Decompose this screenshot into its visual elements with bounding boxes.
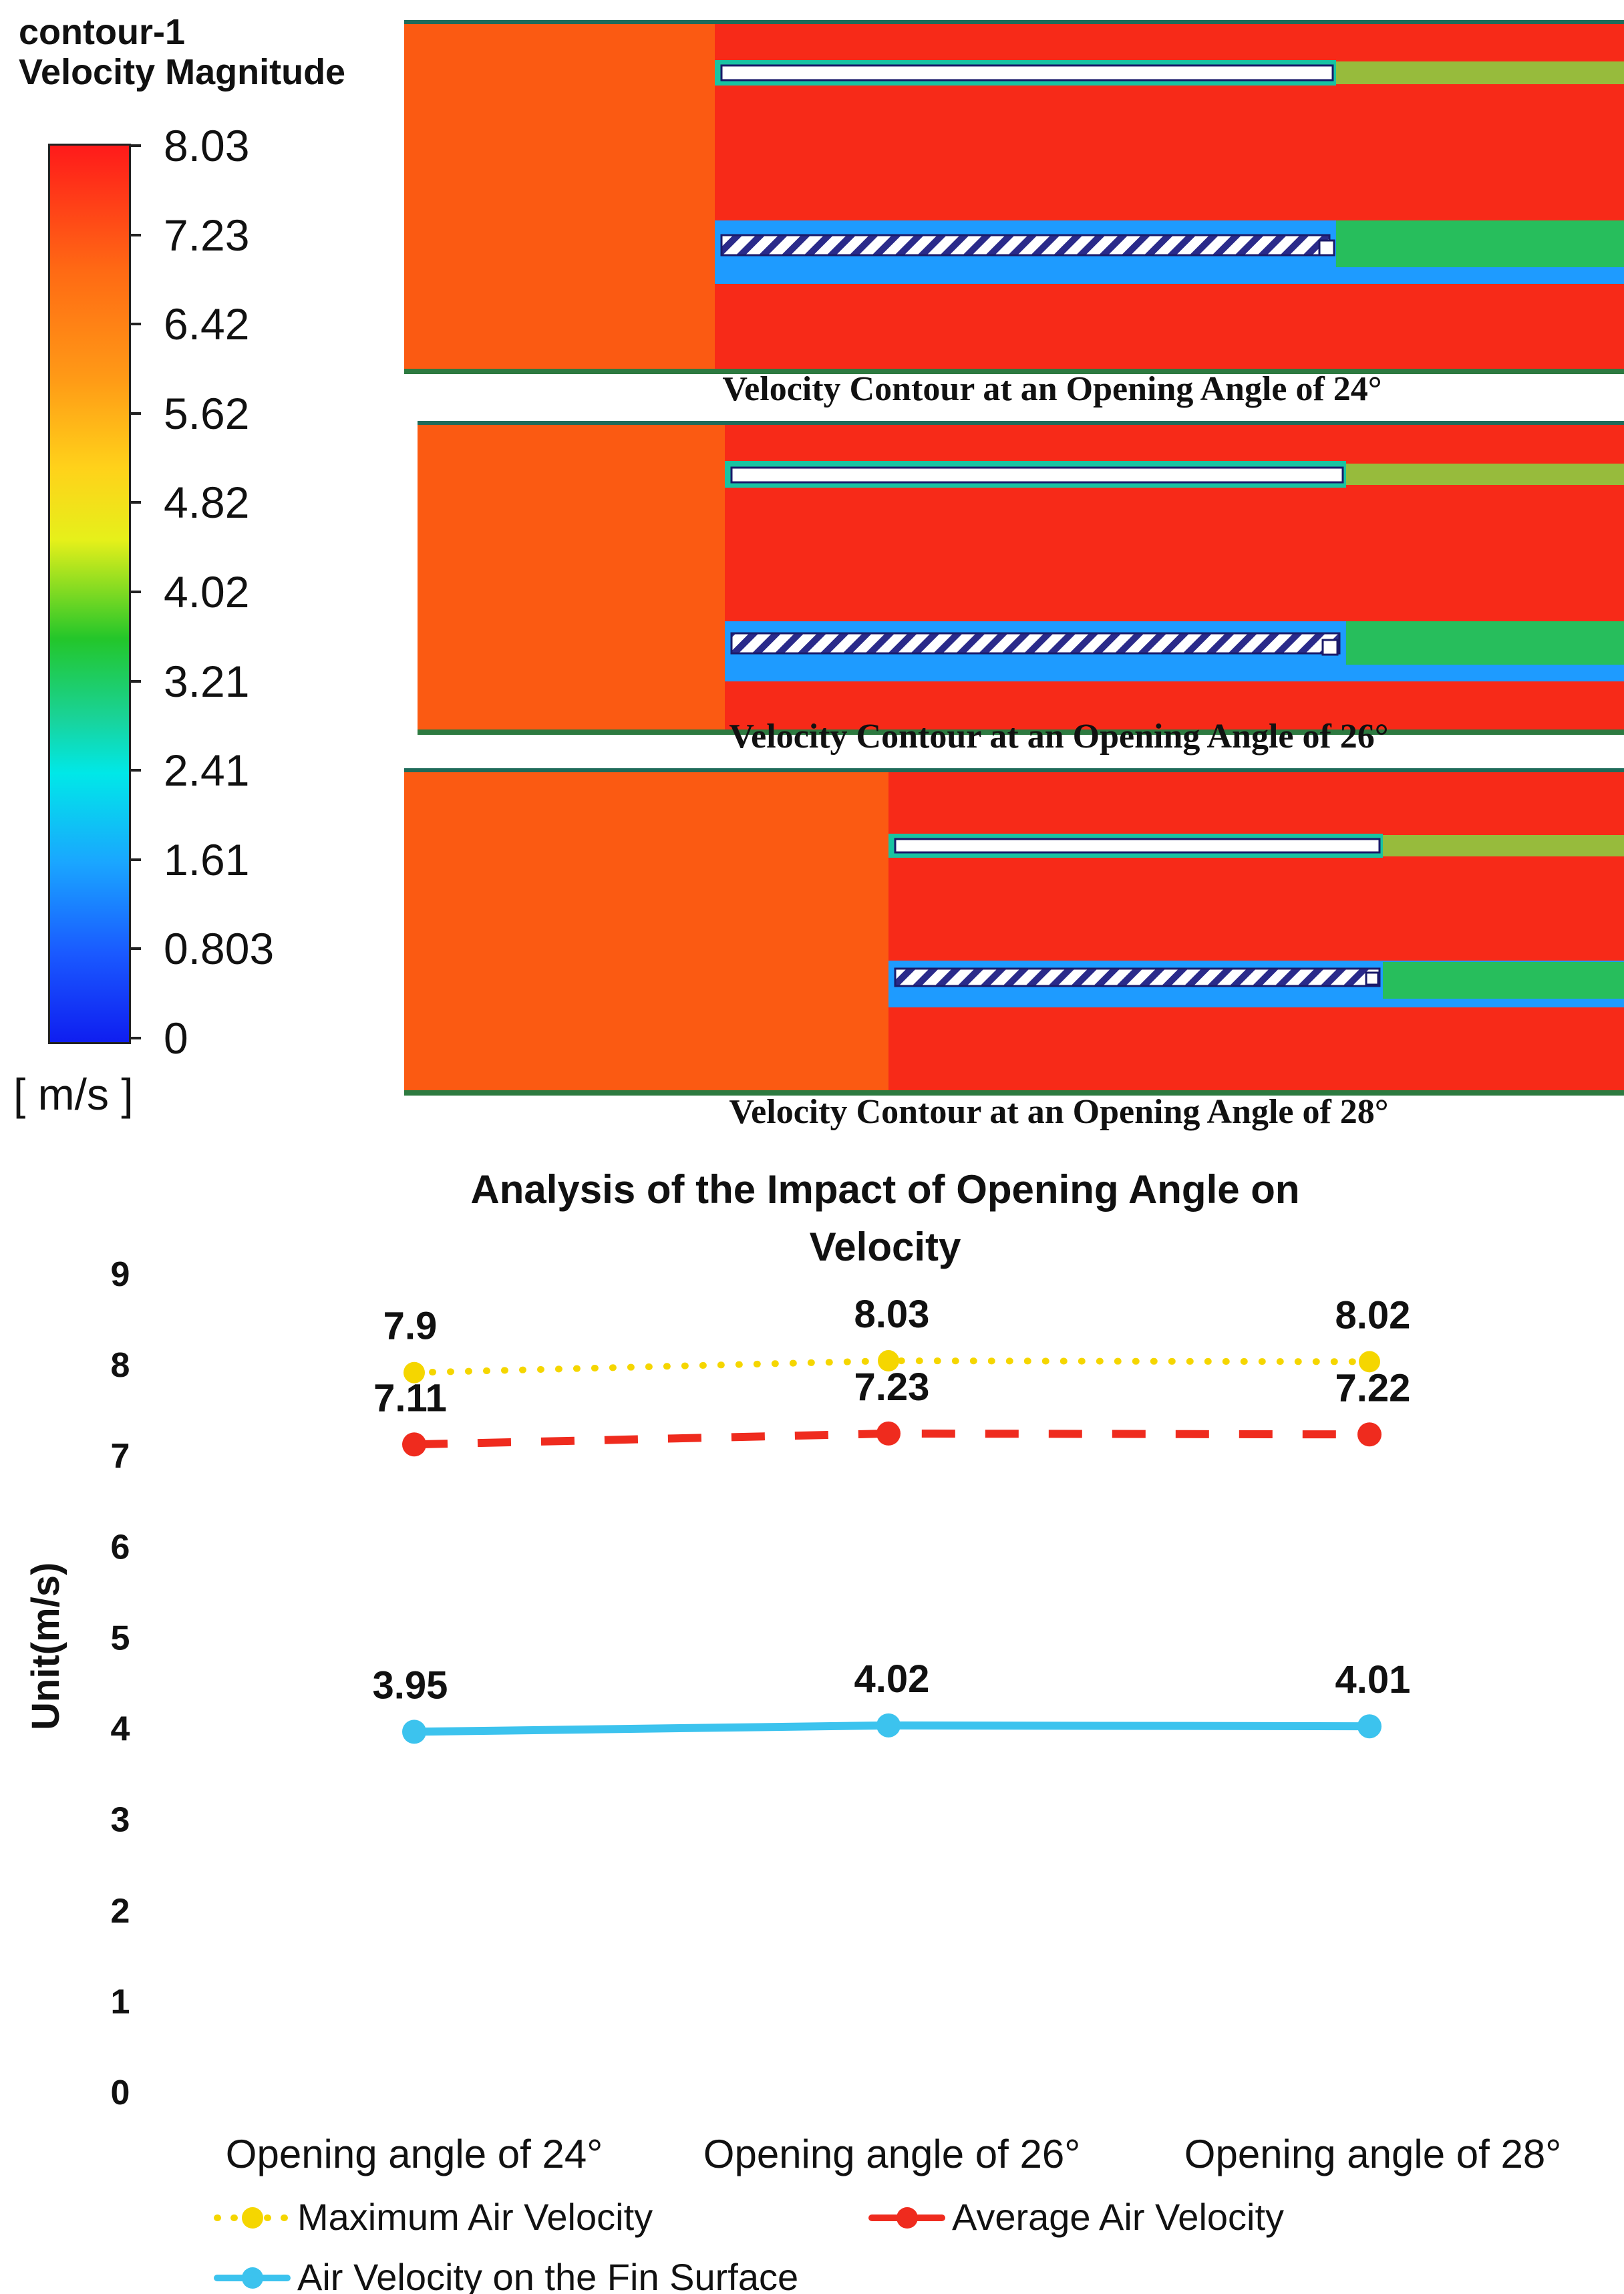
data-point [1357,1422,1382,1447]
y-tick-label: 6 [111,1528,130,1567]
colorbar-tick-label: 6.42 [164,299,250,349]
colorbar-tick-mark [129,769,141,772]
legend-swatch-marker [242,2207,263,2229]
series-line [411,1357,1373,1376]
colorbar-tick-mark [129,947,141,951]
colorbar-tick-mark [129,412,141,415]
colorbar [48,144,131,1044]
data-point [878,1350,899,1372]
x-tick-label: Opening angle of 26° [703,2132,1080,2176]
y-tick-label: 9 [111,1255,130,1294]
data-point [876,1421,901,1446]
data-point [1359,1351,1380,1373]
y-tick-label: 8 [111,1346,130,1385]
colorbar-tick-mark [129,858,141,861]
colorbar-title-line2: Velocity Magnitude [19,52,346,92]
y-tick-label: 2 [111,1892,130,1931]
contour-panel-24 [404,20,1624,374]
x-tick-label: Opening angle of 24° [226,2132,603,2176]
colorbar-tick-mark [129,591,141,593]
legend-label: Average Air Velocity [952,2196,1284,2238]
colorbar-title-line1: contour-1 [19,12,185,52]
y-tick-label: 7 [111,1437,130,1476]
contour-panel-28 [404,768,1624,1096]
data-point [402,1432,426,1457]
colorbar-tick-label: 0.803 [164,924,275,974]
data-label: 7.11 [373,1376,447,1420]
data-point [403,1361,425,1383]
colorbar-tick-label: 5.62 [164,388,250,438]
colorbar-tick-label: 4.82 [164,478,250,528]
data-label: 3.95 [373,1663,448,1707]
colorbar-tick-label: 8.03 [164,121,250,170]
legend-swatch-marker [897,2207,918,2229]
colorbar-tick-label: 1.61 [164,834,250,884]
chart-title: Analysis of the Impact of Opening Angle … [401,1161,1369,1276]
data-label: 7.22 [1335,1366,1411,1410]
colorbar-tick-mark [129,1037,141,1039]
colorbar-tick-mark [129,323,141,326]
data-point [1357,1714,1382,1739]
y-tick-label: 5 [111,1619,130,1657]
data-label: 8.02 [1335,1293,1411,1337]
legend-label: Air Velocity on the Fin Surface [297,2256,798,2294]
line-chart: 0 1 2 3 4 5 6 7 8 9 Opening angle of 24° Opening an… [111,1255,1562,2294]
data-point [876,1713,901,1738]
colorbar-tick-mark [129,679,141,683]
contour-caption-24: Velocity Contour at an Opening Angle of … [722,370,1382,408]
colorbar-title: contour-1 Velocity Magnitude [19,12,345,92]
y-tick-label: 0 [111,2074,130,2112]
colorbar-unit: [ m/s ] [13,1070,134,1119]
y-tick-label: 1 [111,1983,130,2021]
chart-title-line2: Velocity [809,1224,961,1269]
data-label: 7.23 [854,1365,930,1409]
contour-caption-26: Velocity Contour at an Opening Angle of … [729,717,1389,756]
colorbar-tick-mark [129,144,141,147]
chart-title-line1: Analysis of the Impact of Opening Angle … [470,1167,1300,1212]
colorbar-tick-label: 3.21 [164,656,250,706]
contour-caption-28: Velocity Contour at an Opening Angle of … [729,1093,1389,1131]
legend-label: Maximum Air Velocity [297,2196,653,2238]
legend-swatch-marker [242,2267,263,2289]
y-tick-label: 4 [111,1710,130,1749]
data-label: 4.01 [1335,1658,1411,1701]
colorbar-tick-mark [129,233,141,236]
data-label: 4.02 [854,1657,930,1701]
colorbar-tick-label: 7.23 [164,210,250,260]
colorbar-tick-label: 4.02 [164,567,250,617]
contour-panel-26 [418,421,1624,735]
y-tick-label: 3 [111,1801,130,1840]
x-tick-label: Opening angle of 28° [1184,2132,1561,2176]
data-label: 7.9 [383,1305,438,1348]
data-point [402,1719,426,1744]
colorbar-tick-label: 0 [164,1013,188,1063]
colorbar-tick-mark [129,501,141,504]
data-label: 8.03 [854,1293,930,1336]
colorbar-tick-label: 2.41 [164,746,250,796]
